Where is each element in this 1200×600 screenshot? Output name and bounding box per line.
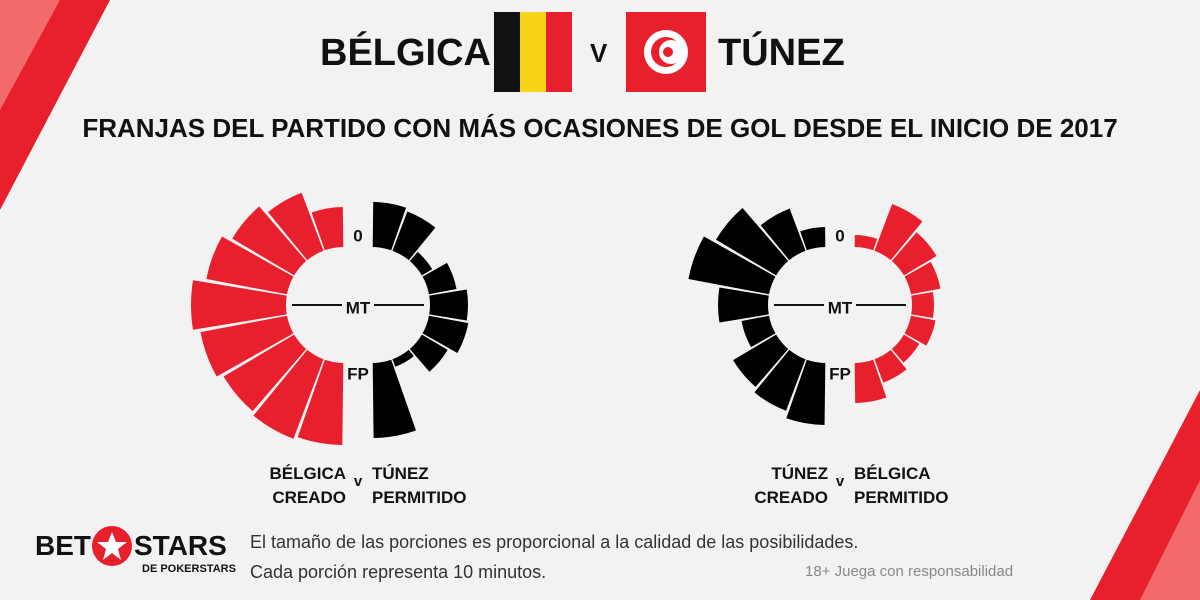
note: El tamaño de las porciones es proporcion… <box>250 532 859 552</box>
slice <box>904 315 936 346</box>
brand: BET <box>35 530 91 561</box>
slice <box>715 207 789 276</box>
mid-bg <box>342 293 374 317</box>
slice <box>200 315 294 377</box>
slice <box>232 206 307 276</box>
slice <box>800 227 826 251</box>
slice <box>429 289 468 321</box>
slice <box>392 211 436 261</box>
separator: v <box>836 473 845 490</box>
slice <box>891 334 920 363</box>
brand-sub: DE POKERSTARS <box>142 563 236 575</box>
slice <box>688 236 776 295</box>
vs: V <box>590 38 608 68</box>
axis-label: FP <box>829 364 851 383</box>
subtitle: FRANJAS DEL PARTIDO CON MÁS OCASIONES DE… <box>82 113 1118 143</box>
team2: TÚNEZ <box>718 32 845 74</box>
slice <box>874 349 907 383</box>
axis-label: 0 <box>353 226 362 245</box>
slice <box>911 292 934 318</box>
disclaimer: 18+ Juega con responsabilidad <box>805 563 1014 580</box>
legend-label: TÚNEZ PERMITIDO <box>372 464 467 507</box>
corner <box>1140 480 1200 600</box>
corner <box>0 0 60 110</box>
axis-label: MT <box>346 298 371 317</box>
slice <box>372 202 407 251</box>
slice <box>854 235 878 251</box>
flag-belgium <box>494 12 572 92</box>
brand: STARS <box>134 530 227 561</box>
slice <box>206 236 294 295</box>
separator: v <box>354 473 363 490</box>
slice <box>741 315 776 348</box>
axis-label: MT <box>828 298 853 317</box>
axis-label: 0 <box>835 226 844 245</box>
legend-label: BÉLGICA CREADO <box>269 464 347 507</box>
slice <box>409 251 433 276</box>
slice <box>874 203 923 261</box>
slice <box>191 280 287 330</box>
slice <box>754 349 806 411</box>
axis-label: FP <box>347 364 369 383</box>
mid-bg <box>824 293 856 317</box>
slice <box>422 315 469 353</box>
slice <box>854 359 887 403</box>
slice <box>718 287 769 323</box>
slice <box>733 334 789 387</box>
slice <box>904 261 941 295</box>
slice <box>891 232 937 276</box>
legend-label: BÉLGICA PERMITIDO <box>854 464 949 507</box>
slice <box>372 359 416 438</box>
slice <box>422 262 457 295</box>
slice <box>253 349 324 439</box>
legend-label: TÚNEZ CREADO <box>754 464 828 507</box>
note: Cada porción representa 10 minutos. <box>250 562 547 582</box>
slice <box>223 334 307 412</box>
slice <box>786 359 826 425</box>
team1: BÉLGICA <box>320 32 491 74</box>
slice <box>267 192 324 261</box>
slice <box>311 207 344 251</box>
slice <box>297 359 344 445</box>
logo <box>92 526 132 566</box>
flag-tunisia <box>626 12 706 92</box>
slice <box>409 334 448 372</box>
slice <box>760 208 806 261</box>
slice <box>392 349 414 367</box>
